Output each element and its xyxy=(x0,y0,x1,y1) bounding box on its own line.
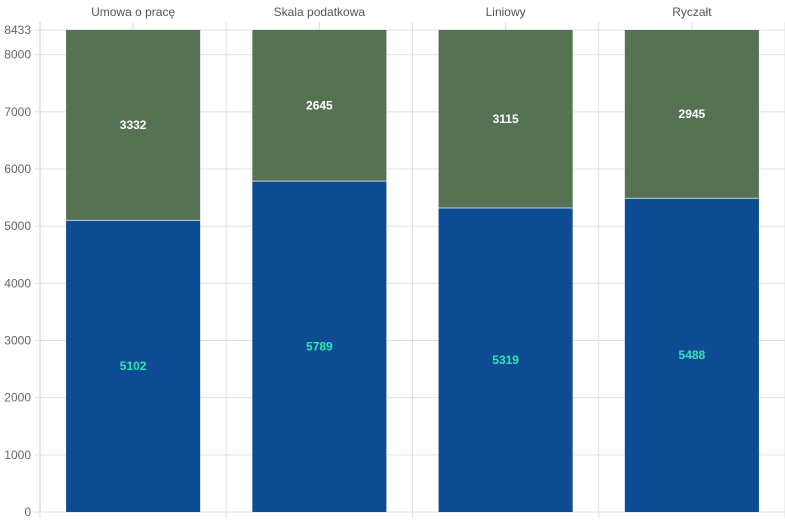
y-tick-label: 0 xyxy=(24,505,31,519)
bar-value-label: 5102 xyxy=(120,359,147,373)
category-label: Liniowy xyxy=(486,5,526,19)
bar-segments xyxy=(66,29,759,513)
bar-segment xyxy=(438,29,573,208)
bar-segment xyxy=(66,29,201,221)
y-tick-label: 8000 xyxy=(4,48,31,62)
y-tick-label: 3000 xyxy=(4,334,31,348)
bar-segment xyxy=(252,181,387,512)
y-tick-label: 6000 xyxy=(4,162,31,176)
category-label: Umowa o pracę xyxy=(91,5,175,19)
bar-value-label: 5789 xyxy=(306,340,333,354)
bar-value-label: 5488 xyxy=(679,348,706,362)
axes: 0 1000 2000 3000 4000 5000 6000 7000 8000 8433 Umo… xyxy=(4,5,712,519)
bar-value-label: 3332 xyxy=(120,118,147,132)
bar-segment xyxy=(66,220,201,512)
y-tick-label: 1000 xyxy=(4,448,31,462)
data-labels: 5102 3332 5789 2645 5319 3115 5488 2945 xyxy=(120,99,706,374)
y-tick-label: 7000 xyxy=(4,105,31,119)
bar-segment xyxy=(438,207,573,513)
category-label: Skala podatkowa xyxy=(274,5,366,19)
y-tick-label: 8433 xyxy=(4,23,31,37)
category-label: Ryczałt xyxy=(672,5,712,19)
bar-segment xyxy=(624,198,759,512)
bar-value-label: 5319 xyxy=(492,353,519,367)
y-tick-label: 2000 xyxy=(4,391,31,405)
bar-segment xyxy=(252,29,387,182)
y-tick-label: 4000 xyxy=(4,276,31,290)
bar-segment xyxy=(624,30,759,199)
y-tick-label: 5000 xyxy=(4,219,31,233)
bar-value-label: 2945 xyxy=(679,107,706,121)
bar-value-label: 3115 xyxy=(493,112,519,126)
bar-value-label: 2645 xyxy=(306,99,333,113)
